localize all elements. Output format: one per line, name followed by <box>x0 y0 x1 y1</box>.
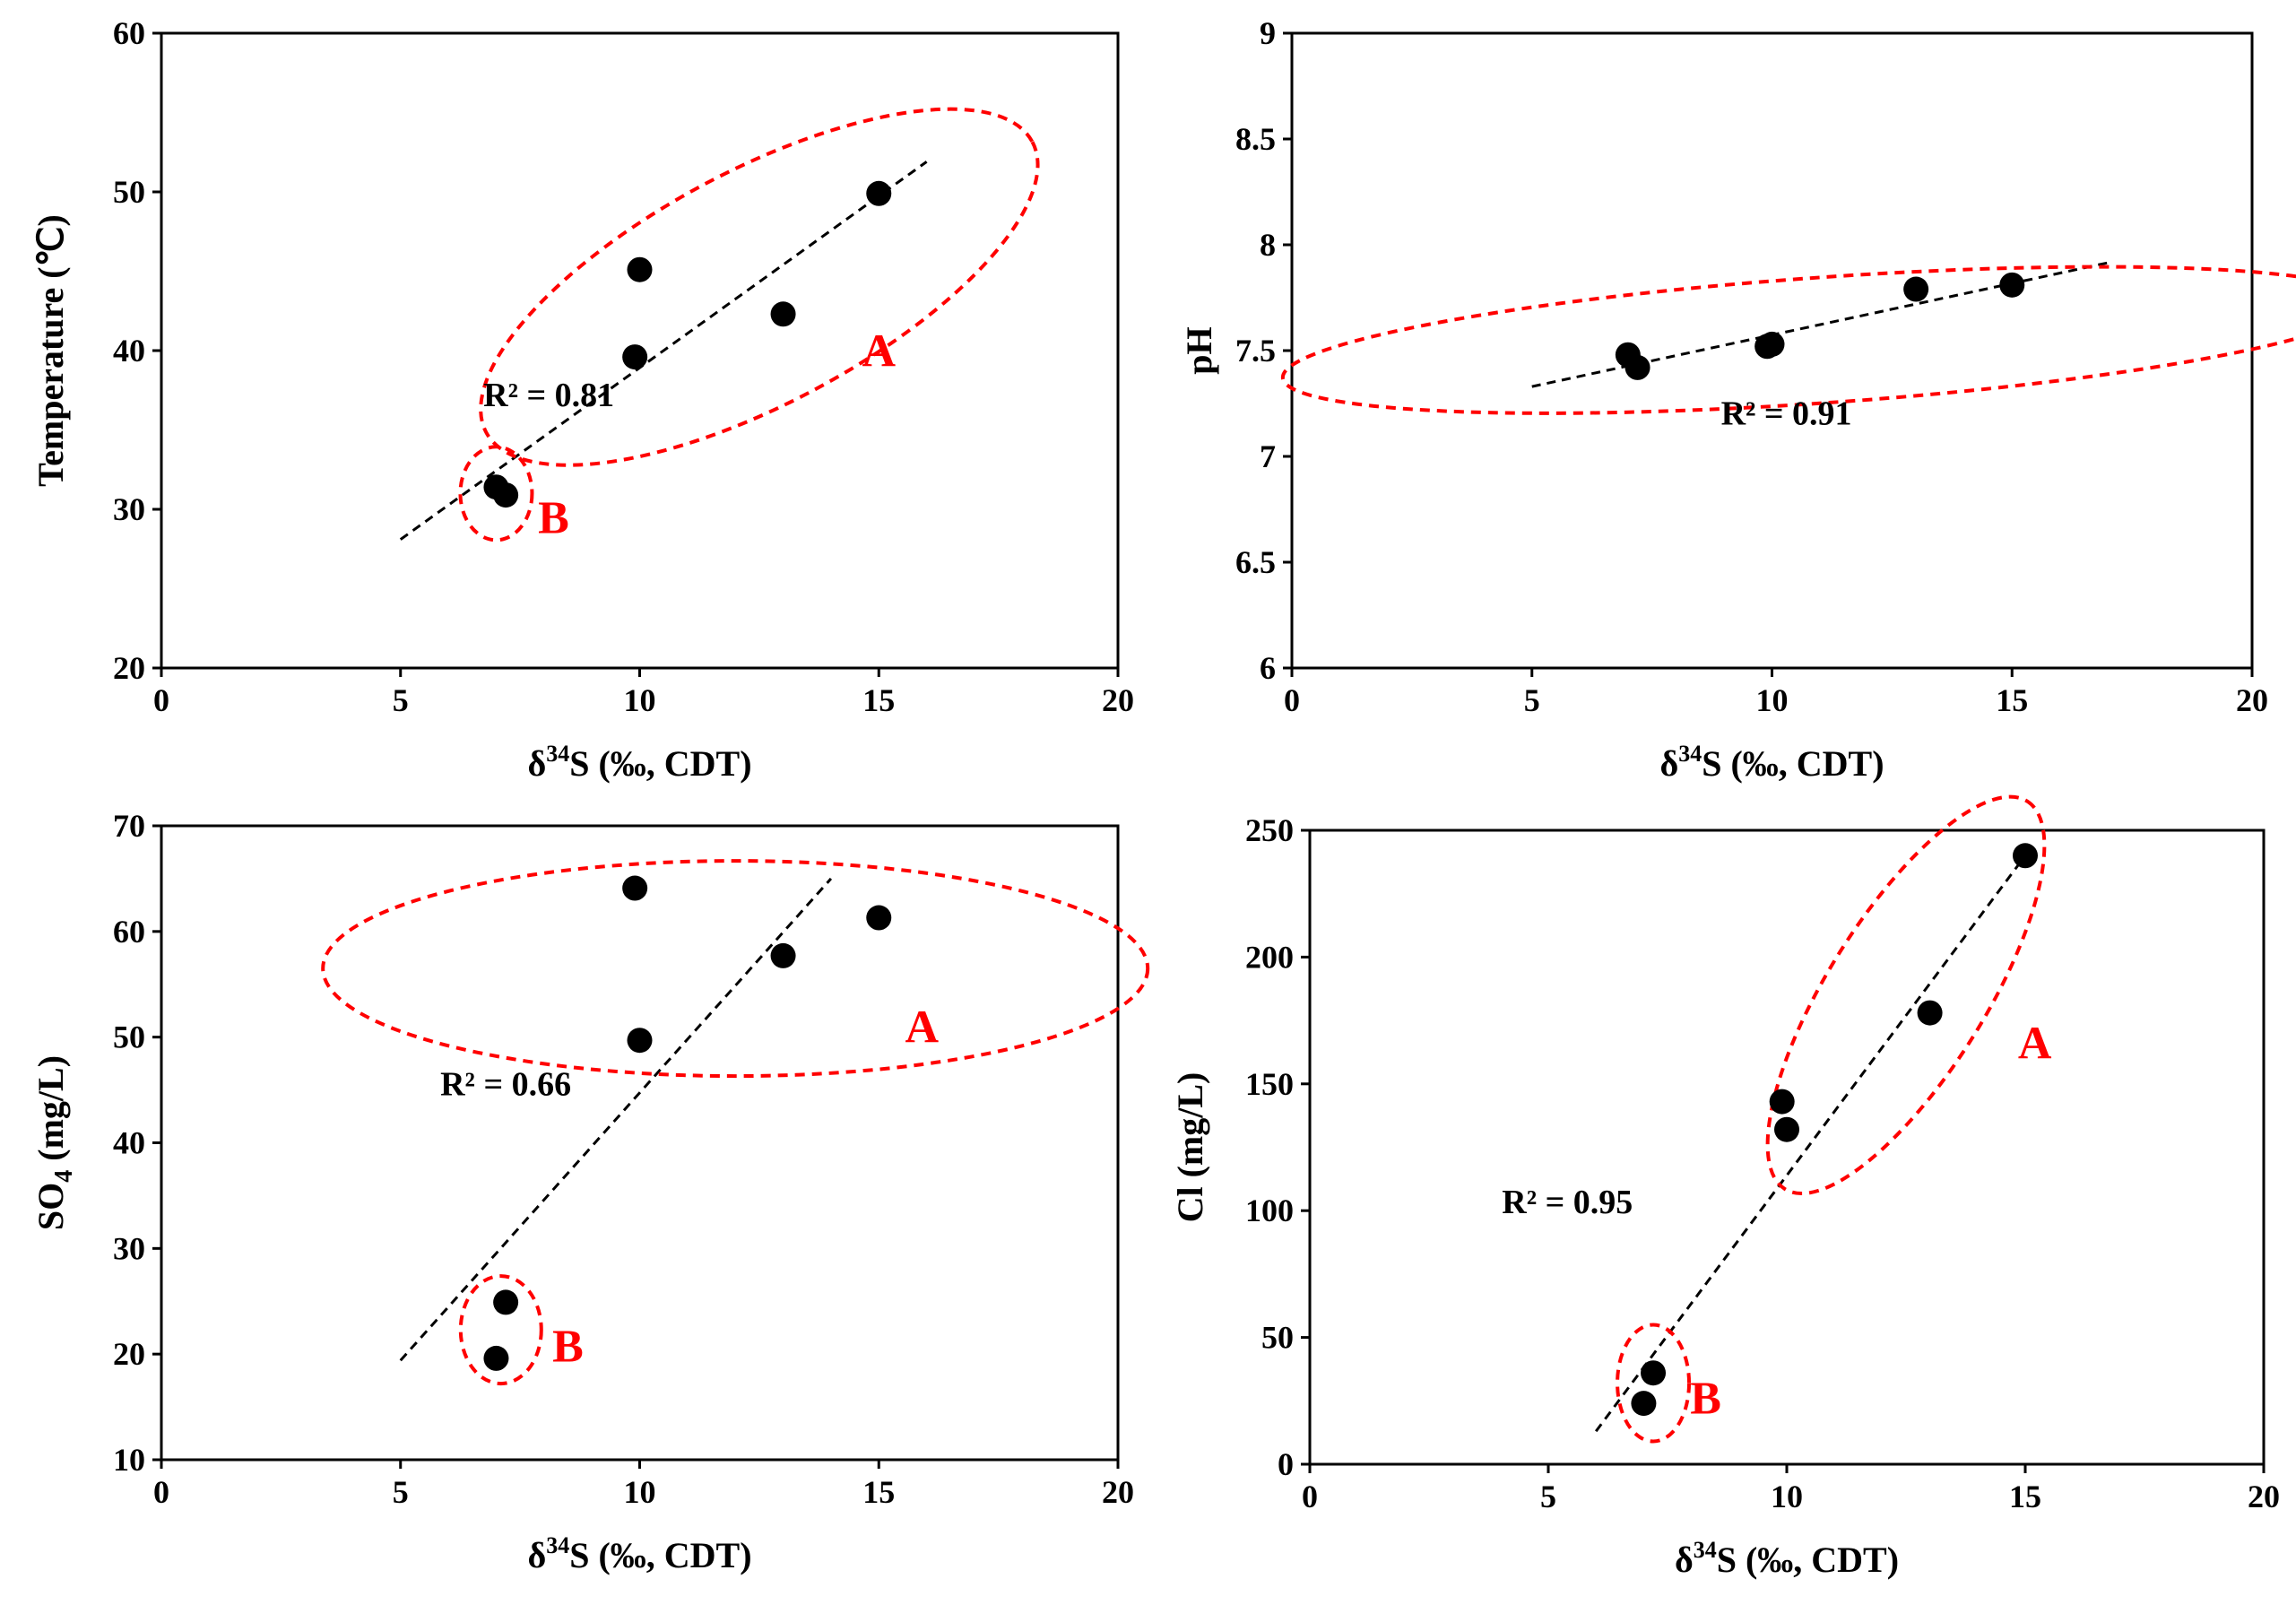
group-a-label: A <box>905 1002 939 1054</box>
group-a-label: A <box>862 326 896 377</box>
y-tick-label: 100 <box>1245 1193 1294 1228</box>
y-tick-label: 20 <box>113 1336 145 1372</box>
data-point <box>1625 354 1651 380</box>
x-tick-label: 15 <box>2009 1479 2041 1514</box>
x-tick-label: 5 <box>1540 1479 1556 1514</box>
data-point <box>1774 1116 1799 1142</box>
x-tick-label: 0 <box>1284 682 1300 718</box>
group-a-ellipse <box>1280 265 2296 415</box>
x-tick-label: 0 <box>1302 1479 1318 1514</box>
x-tick-label: 15 <box>1996 682 2028 718</box>
x-tick-label: 20 <box>1102 1474 1134 1510</box>
y-tick-label: 60 <box>113 914 145 950</box>
y-tick-label: 9 <box>1260 15 1276 51</box>
data-point <box>1631 1391 1657 1417</box>
group-a-ellipse <box>321 859 1150 1079</box>
x-tick-label: 5 <box>1524 682 1540 718</box>
y-axis-title: Temperature (℃) <box>30 214 71 487</box>
x-tick-label: 10 <box>1771 1479 1803 1514</box>
y-tick-label: 150 <box>1245 1066 1294 1102</box>
data-point <box>1769 1089 1795 1115</box>
data-point <box>866 180 892 206</box>
x-tick-label: 0 <box>153 1474 169 1510</box>
data-point <box>493 482 519 508</box>
group-a-label: A <box>2018 1019 2052 1070</box>
y-tick-label: 7 <box>1260 438 1276 474</box>
y-tick-label: 30 <box>113 491 145 527</box>
x-tick-label: 20 <box>2236 682 2268 718</box>
y-axis-title: SO4 (mg/L) <box>30 1055 78 1230</box>
data-point <box>622 875 648 901</box>
chart-panel-temp: 0 5 10 15 20 20 30 40 50 60 δ34S (‰, CDT) Temperatu… <box>30 15 1134 784</box>
y-axis-title: pH <box>1179 326 1219 374</box>
y-tick-label: 50 <box>113 174 145 210</box>
r-squared-label: R² = 0.95 <box>1502 1184 1633 1221</box>
data-point <box>627 256 653 282</box>
data-point <box>1917 1000 1943 1026</box>
data-point <box>1999 272 2025 298</box>
trendline <box>399 877 833 1362</box>
trendline <box>1594 855 2027 1433</box>
x-tick-label: 15 <box>862 682 895 718</box>
y-tick-label: 60 <box>113 15 145 51</box>
group-a-ellipse <box>1765 794 2047 1196</box>
y-tick-label: 250 <box>1245 812 1294 848</box>
r-squared-label: R² = 0.81 <box>483 377 614 414</box>
data-point <box>1903 276 1929 302</box>
y-tick-label: 8.5 <box>1235 121 1276 157</box>
x-tick-label: 0 <box>153 682 169 718</box>
x-axis-title: δ34S (‰, CDT) <box>1659 741 1884 784</box>
y-tick-label: 40 <box>113 1125 145 1161</box>
y-tick-label: 6.5 <box>1235 544 1276 580</box>
x-tick-label: 10 <box>624 1474 656 1510</box>
y-tick-label: 20 <box>113 650 145 686</box>
data-point <box>866 905 892 931</box>
y-axis-title: Cl (mg/L) <box>1170 1072 1210 1223</box>
data-point <box>770 301 796 327</box>
data-point <box>627 1028 653 1054</box>
y-tick-label: 7.5 <box>1235 333 1276 369</box>
group-b-label: B <box>538 493 569 544</box>
data-point <box>1759 331 1785 357</box>
group-b-ellipse <box>458 1274 543 1386</box>
r-squared-label: R² = 0.66 <box>440 1065 571 1103</box>
y-tick-label: 8 <box>1260 227 1276 263</box>
data-point <box>2013 843 2038 869</box>
x-axis-title: δ34S (‰, CDT) <box>527 1532 751 1575</box>
x-tick-label: 5 <box>393 1474 409 1510</box>
data-point <box>483 1345 509 1371</box>
data-point <box>622 344 648 370</box>
y-tick-label: 70 <box>113 808 145 844</box>
y-tick-label: 50 <box>1261 1320 1294 1356</box>
x-tick-label: 10 <box>624 682 656 718</box>
trendline <box>399 160 928 541</box>
x-tick-label: 20 <box>1102 682 1134 718</box>
x-axis-title: δ34S (‰, CDT) <box>1675 1537 1899 1580</box>
chart-panel-so4: 0 5 10 15 20 10 20 30 40 50 60 70 δ34S (‰, CDT) SO4 (… <box>30 808 1150 1575</box>
group-b-ellipse <box>458 445 534 542</box>
chart-panel-ph: 0 5 10 15 20 6 6.5 7 7.5 8 8.5 9 δ34S (‰, CDT) pH R² =… <box>1179 15 2296 784</box>
y-tick-label: 6 <box>1260 650 1276 686</box>
x-tick-label: 5 <box>393 682 409 718</box>
data-point <box>493 1289 519 1315</box>
group-a-ellipse <box>479 107 1040 467</box>
x-tick-label: 20 <box>2248 1479 2280 1514</box>
x-tick-label: 15 <box>862 1474 895 1510</box>
x-axis-title: δ34S (‰, CDT) <box>527 741 751 784</box>
x-tick-label: 10 <box>1756 682 1789 718</box>
y-tick-label: 50 <box>113 1019 145 1055</box>
data-point <box>770 942 796 968</box>
y-tick-label: 200 <box>1245 939 1294 975</box>
group-b-label: B <box>1690 1373 1721 1424</box>
y-tick-label: 40 <box>113 333 145 369</box>
y-tick-label: 30 <box>113 1230 145 1266</box>
y-tick-label: 0 <box>1278 1446 1294 1482</box>
r-squared-label: R² = 0.91 <box>1721 395 1852 433</box>
data-point <box>1641 1360 1667 1386</box>
y-tick-label: 10 <box>113 1442 145 1478</box>
group-b-ellipse <box>1616 1323 1692 1444</box>
group-b-label: B <box>552 1321 584 1372</box>
